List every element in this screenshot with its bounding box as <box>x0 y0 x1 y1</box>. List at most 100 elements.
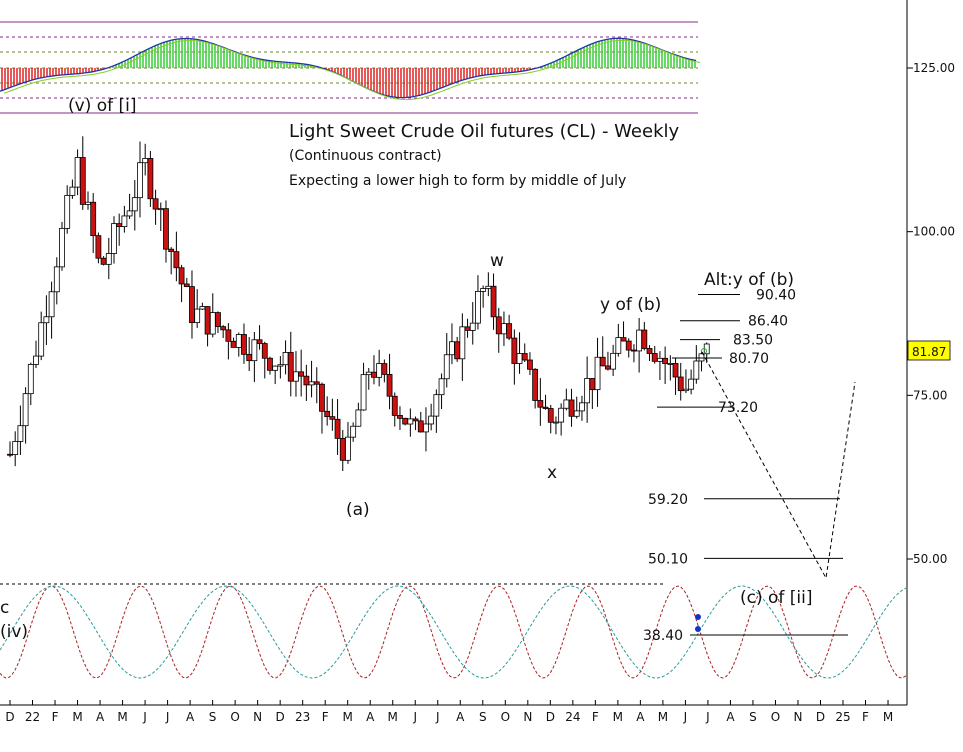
candle-body <box>589 378 596 391</box>
candle-body <box>386 374 393 397</box>
short-cycle-wave <box>0 585 907 679</box>
x-tick-label: M <box>883 710 893 724</box>
candle-body <box>610 352 617 370</box>
x-tick-label: J <box>435 710 440 724</box>
level-label: 86.40 <box>748 314 788 330</box>
candle-body <box>677 376 684 392</box>
candle-body <box>256 339 263 344</box>
x-tick-label: A <box>366 710 375 724</box>
candle-body <box>12 441 19 455</box>
candle-body <box>698 353 705 362</box>
x-tick-label: N <box>253 710 262 724</box>
candle-body <box>417 420 424 433</box>
candle-body <box>683 388 689 392</box>
candle-body <box>407 418 414 425</box>
wave-label-a: (a) <box>346 500 370 520</box>
candle-body <box>532 368 539 401</box>
projection-path <box>701 351 856 580</box>
candle-body <box>412 418 419 422</box>
x-tick-label: A <box>186 710 195 724</box>
x-tick-label: J <box>683 710 688 724</box>
candle-body <box>360 374 367 411</box>
candle-body <box>651 353 658 362</box>
x-tick-label: J <box>165 710 170 724</box>
candle-body <box>74 157 81 188</box>
candle-body <box>64 195 71 229</box>
x-tick-label: 23 <box>295 710 310 724</box>
candle-body <box>178 267 185 285</box>
candle-body <box>553 421 559 424</box>
cycle-marker-dot <box>695 614 701 620</box>
x-tick-label: J <box>142 710 147 724</box>
candle-body <box>568 399 575 417</box>
candle-body <box>584 378 591 404</box>
level-label: 38.40 <box>643 628 683 644</box>
candle-body <box>381 363 388 375</box>
candle-body <box>371 371 377 378</box>
x-tick-label: F <box>322 710 329 724</box>
candle-body <box>95 235 102 259</box>
x-tick-label: A <box>456 710 465 724</box>
current-price-dot <box>701 348 707 354</box>
x-tick-label: M <box>613 710 623 724</box>
candle-body <box>459 326 466 360</box>
candle-body <box>501 323 507 335</box>
candle-body <box>397 415 403 419</box>
candle-body <box>324 410 331 418</box>
candle-body <box>662 357 669 364</box>
candle-body <box>646 348 653 354</box>
candle-body <box>631 349 637 352</box>
candle-body <box>43 316 50 324</box>
wave-label-c-of-ii: (c) of [ii] <box>740 588 813 608</box>
x-tick-label: M <box>343 710 353 724</box>
candle-body <box>641 329 648 349</box>
candle-body <box>625 340 632 351</box>
candle-body <box>475 290 481 324</box>
wave-label-y-of-b: y of (b) <box>600 295 661 315</box>
candle-body <box>189 286 195 324</box>
level-label: 59.20 <box>648 492 688 508</box>
candle-body <box>282 352 289 366</box>
candle-body <box>116 223 123 227</box>
wave-label-w: w <box>490 251 504 271</box>
x-tick-label: J <box>412 710 417 724</box>
candle-body <box>33 355 39 365</box>
candle-body <box>334 418 341 439</box>
fib-levels: 90.40 86.40 83.50 80.70 73.20 59.20 50.10 38.40 <box>0 288 848 644</box>
level-label: 83.50 <box>733 333 773 349</box>
candle-body <box>111 223 117 254</box>
candle-body <box>495 316 502 335</box>
x-tick-label: 22 <box>25 710 40 724</box>
candle-body <box>199 306 206 310</box>
x-tick-label: S <box>479 710 487 724</box>
current-price-badge: 81.87 <box>907 340 951 361</box>
candle-body <box>402 417 409 425</box>
x-tick-label: M <box>117 710 127 724</box>
x-tick-label: D <box>546 710 555 724</box>
candle-body <box>365 371 372 376</box>
y-tick-label: 75.00 <box>913 388 947 402</box>
candle-body <box>272 365 279 371</box>
candle-body <box>152 198 159 210</box>
candle-body <box>511 337 518 364</box>
candle-body <box>246 353 253 362</box>
x-tick-label: O <box>501 710 510 724</box>
candle-body <box>490 285 497 318</box>
candle-body <box>376 363 383 378</box>
y-tick-label: 50.00 <box>913 552 947 566</box>
candle-body <box>303 375 310 386</box>
level-label: 90.40 <box>756 288 796 304</box>
level-label: 73.20 <box>718 400 758 416</box>
chart-subtitle: (Continuous contract) <box>289 148 442 164</box>
wave-label-v-of-i: (v) of [i] <box>68 96 137 116</box>
candle-body <box>657 357 663 362</box>
wave-label-iv-left: (iv) <box>0 622 28 642</box>
candle-body <box>17 425 24 442</box>
candle-body <box>329 416 336 420</box>
candle-body <box>521 353 528 361</box>
candle-body <box>558 407 565 423</box>
candle-body <box>298 371 305 377</box>
candle-body <box>157 208 164 211</box>
price-badge-box <box>907 340 951 361</box>
candle-body <box>287 352 294 382</box>
